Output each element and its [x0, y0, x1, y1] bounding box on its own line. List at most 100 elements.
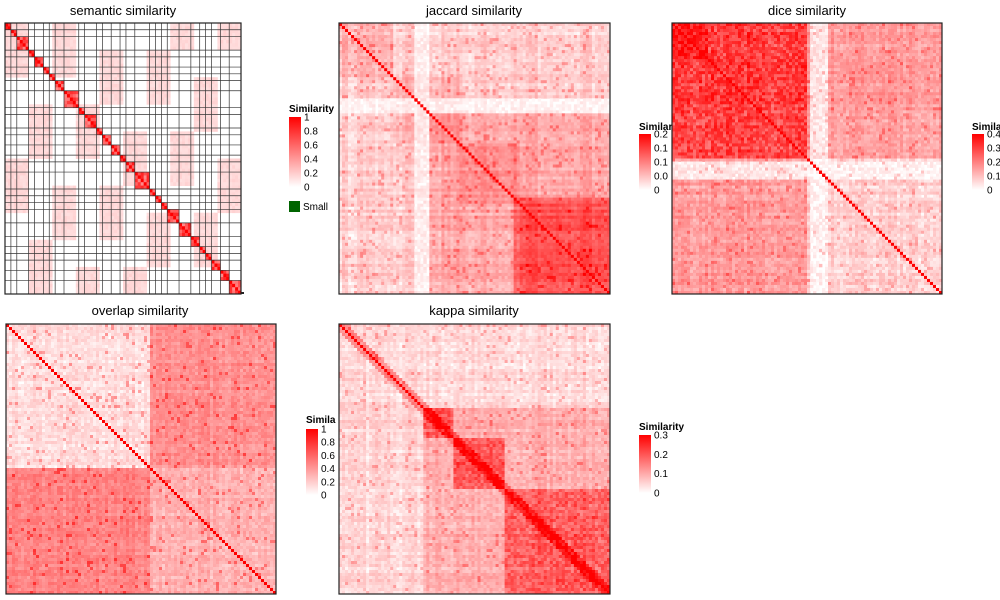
heatmap-cell	[351, 29, 354, 32]
heatmap-cell	[55, 50, 58, 54]
heatmap-cell	[541, 89, 544, 92]
heatmap-cell	[167, 50, 170, 54]
heatmap-cell	[102, 138, 105, 142]
heatmap-cell	[396, 26, 399, 29]
heatmap-cell	[91, 145, 94, 149]
heatmap-cell	[70, 209, 73, 213]
heatmap-cell	[459, 80, 462, 83]
heatmap-cell	[384, 104, 387, 107]
heatmap-cell	[508, 89, 511, 92]
heatmap-cell	[465, 101, 468, 104]
heatmap-cell	[206, 253, 209, 257]
heatmap-cell	[544, 32, 547, 35]
heatmap-cell	[580, 77, 583, 80]
heatmap-cell	[502, 83, 505, 86]
heatmap-cell	[559, 74, 562, 77]
heatmap-cell	[223, 30, 226, 34]
heatmap-cell	[577, 56, 580, 59]
heatmap-cell	[429, 50, 432, 53]
heatmap-cell	[387, 50, 390, 53]
heatmap-cell	[173, 179, 176, 183]
heatmap-cell	[387, 92, 390, 95]
heatmap-cell	[96, 145, 99, 149]
heatmap-cell	[390, 71, 393, 74]
heatmap-cell	[429, 68, 432, 71]
heatmap-cell	[598, 59, 601, 62]
heatmap-cell	[571, 53, 574, 56]
heatmap-cell	[64, 216, 67, 220]
heatmap-cell	[29, 121, 32, 125]
heatmap-cell	[538, 65, 541, 68]
heatmap-cell	[568, 56, 571, 59]
heatmap-cell	[487, 47, 490, 50]
heatmap-cell	[111, 145, 114, 149]
heatmap-cell	[475, 71, 478, 74]
heatmap-cell	[91, 118, 94, 122]
heatmap-cell	[360, 50, 363, 53]
heatmap-cell	[523, 77, 526, 80]
heatmap-cell	[465, 92, 468, 95]
heatmap-cell	[348, 89, 351, 92]
heatmap-cell	[529, 80, 532, 83]
heatmap-cell	[369, 59, 372, 62]
heatmap-cell	[381, 71, 384, 74]
heatmap-cell	[490, 29, 493, 32]
heatmap-cell	[399, 38, 402, 41]
heatmap-cell	[580, 47, 583, 50]
heatmap-cell	[502, 74, 505, 77]
heatmap-cell	[185, 138, 188, 142]
heatmap-cell	[544, 44, 547, 47]
heatmap-cell	[354, 47, 357, 50]
heatmap-cell	[37, 253, 40, 257]
heatmap-cell	[58, 50, 61, 54]
heatmap-cell	[37, 118, 40, 122]
heatmap-cell	[351, 83, 354, 86]
heatmap-cell	[414, 74, 417, 77]
heatmap-cell	[387, 80, 390, 83]
heatmap-cell	[471, 47, 474, 50]
heatmap-cell	[402, 47, 405, 50]
heatmap-cell	[360, 89, 363, 92]
heatmap-cell	[490, 77, 493, 80]
heatmap-cell	[577, 68, 580, 71]
heatmap-cell	[481, 59, 484, 62]
heatmap-cell	[508, 56, 511, 59]
heatmap-cell	[601, 35, 604, 38]
heatmap-cell	[475, 68, 478, 71]
heatmap-cell	[402, 77, 405, 80]
heatmap-cell	[194, 247, 197, 251]
heatmap-cell	[604, 65, 607, 68]
heatmap-cell	[490, 80, 493, 83]
heatmap-cell	[11, 203, 14, 207]
heatmap-cell	[414, 41, 417, 44]
heatmap-cell	[191, 162, 194, 166]
heatmap-cell	[369, 98, 372, 101]
heatmap-cell	[23, 40, 26, 44]
heatmap-cell	[493, 98, 496, 101]
heatmap-cell	[23, 43, 26, 47]
heatmap-cell	[514, 62, 517, 65]
heatmap-cell	[478, 56, 481, 59]
heatmap-cell	[387, 65, 390, 68]
heatmap-cell	[589, 101, 592, 104]
heatmap-cell	[447, 47, 450, 50]
heatmap-cell	[565, 86, 568, 89]
heatmap-cell	[429, 83, 432, 86]
heatmap-cell	[547, 38, 550, 41]
heatmap-cell	[438, 62, 441, 65]
heatmap-cell	[235, 162, 238, 166]
heatmap-cell	[559, 26, 562, 29]
heatmap-cell	[70, 67, 73, 71]
heatmap-cell	[129, 280, 132, 284]
heatmap-cell	[17, 60, 20, 64]
heatmap-cell	[435, 77, 438, 80]
heatmap-cell	[232, 182, 235, 186]
chart-title: jaccard similarity	[425, 3, 523, 18]
heatmap-cell	[408, 98, 411, 101]
heatmap-cell	[511, 74, 514, 77]
heatmap-cell	[565, 35, 568, 38]
heatmap-cell	[520, 32, 523, 35]
heatmap-cell	[586, 68, 589, 71]
heatmap-cell	[592, 92, 595, 95]
heatmap-cell	[399, 47, 402, 50]
